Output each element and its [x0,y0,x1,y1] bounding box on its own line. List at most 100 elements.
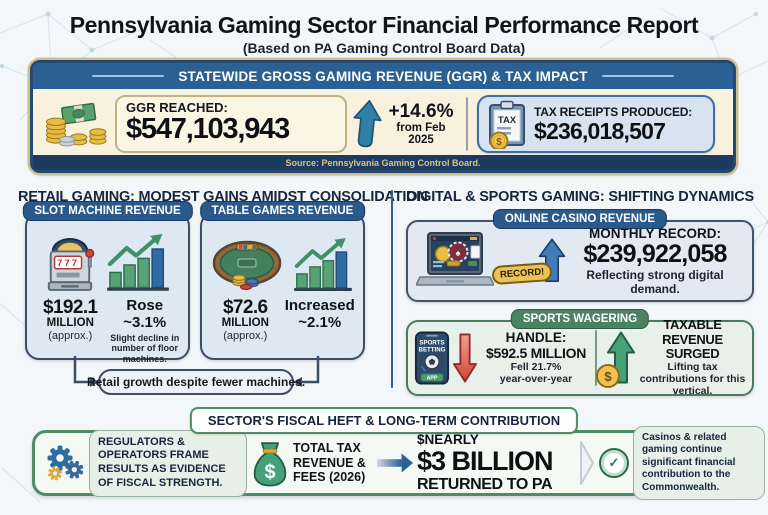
ggr-change-block: +14.6% from Feb 2025 [385,102,457,146]
monthly-record-label: MONTHLY RECORD: [588,226,721,242]
table-change-value: ~2.1% [298,313,342,331]
chevron-right-icon [580,441,594,485]
nearly-label: $NEARLY [417,431,479,447]
phone-line1-text: SPORTS [419,340,444,347]
monthly-record-value: $239,922,058 [583,240,727,269]
billion-amount: $3 BILLION [417,446,554,477]
table-amount-unit: MILLION [221,317,269,329]
surge-arrow-block: $ [596,330,636,388]
ggr-content-row: GGR REACHED: $547,103,943 +14.6% from Fe… [33,89,733,159]
retail-callout-pill: Retail growth despite fewer machines. [87,369,305,395]
ggr-section: STATEWIDE GROSS GAMING REVENUE (GGR) & T… [30,60,736,173]
handle-label: HANDLE: [505,329,567,345]
ggr-up-arrow-icon [353,99,382,148]
handle-note-line1: Fell 21.7% [510,361,562,374]
laptop-casino-icon: ♠ [416,232,494,286]
slot-change-value: ~3.1% [123,313,167,331]
slot-change-note: Slight decline in number of floor machin… [110,333,180,364]
table-games-icons [202,230,363,294]
growth-bar-chart-icon [293,238,352,291]
digital-section-header: DIGITAL & SPORTS GAMING: SHIFTING DYNAMI… [406,189,754,205]
banner-decor-line-right [601,75,674,77]
tax-coin-dollar-glyph: $ [496,137,502,148]
svg-text:♠: ♠ [456,248,461,258]
retail-connector-arrows [73,356,320,387]
phone-app-button-text: APP [427,375,438,381]
ggr-reached-value: $547,103,943 [126,113,290,145]
handle-down-arrow-icon [453,333,477,383]
surge-coin-dollar-glyph: $ [604,368,612,384]
gears-icon [47,445,84,481]
returned-amount-block: $NEARLY $3 BILLION RETURNED TO PA [417,431,575,494]
slot-amount-block: $192.1 MILLION (approx.) [33,298,108,364]
table-games-texts: $72.6 MILLION (approx.) Increased ~2.1% [202,297,363,342]
conclusion-card: Casinos & related gaming continue signif… [633,425,765,501]
slot-change-word: Rose [126,297,164,314]
surge-label-line1: TAXABLE REVENUE [662,317,723,347]
ggr-banner-title: STATEWIDE GROSS GAMING REVENUE (GGR) & T… [178,68,588,84]
check-circle-icon: ✓ [599,448,629,478]
surge-up-arrow-icon [607,331,635,384]
surge-block: TAXABLE REVENUE SURGED Lifting tax contr… [639,317,746,398]
tax-receipts-card: TAX $ TAX RECEIPTS PRODUCED: $236,018,50… [477,95,715,153]
online-casino-texts: MONTHLY RECORD: $239,922,058 Reflecting … [566,226,744,295]
sports-wagering-row: SPORTS BETTING APP HANDLE: $592.5 MILLIO… [408,318,752,397]
handle-value: $592.5 MILLION [485,344,587,361]
slot-amount-unit: MILLION [46,317,94,329]
regulators-card: REGULATORS & OPERATORS FRAME RESULTS AS … [89,429,247,497]
table-change-word: Increased [284,297,355,314]
monthly-record-note: Reflecting strong digital demand. [586,267,724,296]
fiscal-section: REGULATORS & OPERATORS FRAME RESULTS AS … [32,425,765,501]
online-casino-card: ONLINE CASINO REVENUE ♠ [406,209,754,302]
slot-amount-approx: (approx.) [48,329,93,342]
ggr-change-value: +14.6% [388,101,454,123]
table-amount: $72.6 [222,297,268,318]
slot-machine-icon: 777 [47,237,94,291]
record-arrow-block: RECORD! [491,231,566,291]
page-title: Pennsylvania Gaming Sector Financial Per… [69,12,699,38]
tax-icon-label: TAX [498,115,517,126]
growth-bar-chart-icon [106,234,169,291]
money-bag-icon: $ [253,442,287,487]
page-subtitle: (Based on PA Gaming Control Board Data) [242,40,526,56]
sports-card-divider [595,330,597,386]
online-casino-row: ♠ RECORD! MONTHLY RECORD: $239,922,058 R… [408,222,752,300]
slot-revenue-card: SLOT MACHINE REVENUE 777 [22,201,193,364]
money-stack-icon [45,102,107,147]
ggr-banner: STATEWIDE GROSS GAMING REVENUE (GGR) & T… [33,63,733,89]
total-tax-label: TOTAL TAX REVENUE & FEES (2026) [293,441,366,485]
slot-amount: $192.1 [42,297,98,318]
handle-note-line2: year-over-year [499,373,573,386]
table-amount-approx: (approx.) [223,329,268,342]
sports-betting-phone-icon: SPORTS BETTING APP [414,331,450,385]
poker-table-icon [212,240,281,290]
table-games-card: TABLE GAMES REVENUE [199,201,366,360]
table-games-badge: TABLE GAMES REVENUE [199,201,366,221]
ggr-reached-box: GGR REACHED: $547,103,943 [115,95,347,153]
ggr-vertical-divider [466,97,468,151]
tax-receipts-label: TAX RECEIPTS PRODUCED: [534,104,693,119]
flow-right-arrow-icon [377,453,413,473]
phone-line2-text: BETTING [419,346,446,353]
fiscal-content-row: REGULATORS & OPERATORS FRAME RESULTS AS … [35,425,765,501]
ggr-change-period: from Feb 2025 [396,121,446,146]
ggr-source-text: Source: Pennsylvania Gaming Control Boar… [285,157,481,168]
ggr-source-strip: Source: Pennsylvania Gaming Control Boar… [33,155,733,170]
table-amount-block: $72.6 MILLION (approx.) [208,298,283,342]
tax-clipboard-icon: TAX $ [489,100,525,149]
record-up-arrow-icon [538,238,566,282]
money-bag-dollar-glyph: $ [264,461,275,483]
column-divider [391,190,393,388]
handle-block: HANDLE: $592.5 MILLION Fell 21.7% year-o… [480,329,592,386]
slot-change-block: Rose ~3.1% Slight decline in number of f… [108,297,183,364]
returned-to-pa-label: RETURNED TO PA [417,475,553,493]
sports-wagering-card: SPORTS WAGERING SPORTS BETTING APP [406,309,754,397]
banner-decor-line-left [92,75,165,77]
fiscal-section-title: SECTOR'S FISCAL HEFT & LONG-TERM CONTRIB… [189,407,579,434]
surge-label-line2: SURGED [665,346,720,362]
tax-receipts-texts: TAX RECEIPTS PRODUCED: $236,018,507 [534,105,705,143]
check-glyph: ✓ [604,453,624,473]
slot-card-icons: 777 [27,230,188,294]
table-change-block: Increased ~2.1% [283,297,358,342]
